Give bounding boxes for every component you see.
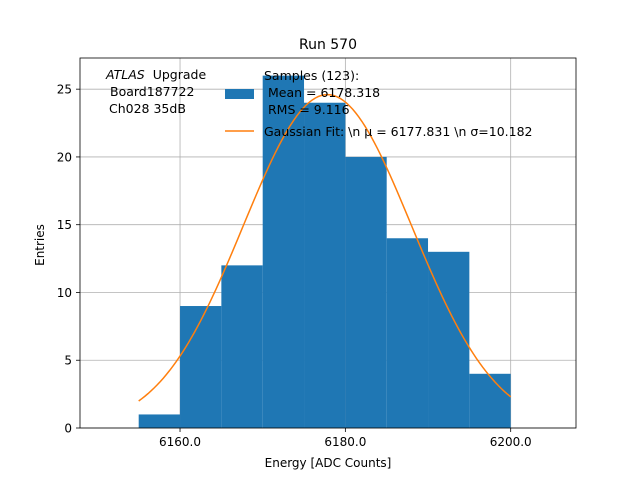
- gaussian-fit-layer: [138, 93, 512, 402]
- legend-hist-swatch: [225, 89, 254, 99]
- legend-hist-line-3: RMS = 9.116: [264, 102, 350, 117]
- x-tick-label: 6160.0: [159, 435, 201, 449]
- gaussian-fit-curve: [138, 93, 512, 402]
- histogram-bar: [469, 373, 511, 428]
- legend-hist-line-1: Samples (123):: [264, 68, 359, 83]
- histogram-bar: [221, 265, 263, 428]
- y-tick-label: 20: [57, 150, 72, 164]
- atlas-upgrade-label: Upgrade: [153, 67, 207, 82]
- legend-hist-line-2: Mean = 6178.318: [264, 85, 380, 100]
- histogram-bar: [304, 102, 346, 428]
- y-tick-label: 25: [57, 83, 72, 97]
- y-tick-label: 0: [64, 422, 72, 436]
- y-tick-label: 5: [64, 354, 72, 368]
- svg-text:ATLAS Upgrade: ATLAS Upgrade: [105, 67, 206, 82]
- legend-fit-label: Gaussian Fit: \n μ = 6177.831 \n σ=10.18…: [264, 124, 533, 139]
- y-tick-label: 10: [57, 286, 72, 300]
- axis-ticks: 6160.0 6180.0 6200.0 0 5 10 15 20 25: [57, 83, 532, 449]
- chart-title: Run 570: [299, 37, 357, 53]
- y-axis-label: Entries: [33, 224, 47, 266]
- histogram-bar: [138, 414, 181, 428]
- board-label: Board187722: [110, 84, 194, 99]
- y-tick-label: 15: [57, 218, 72, 232]
- x-axis-label: Energy [ADC Counts]: [265, 456, 392, 470]
- legend: Samples (123): Mean = 6178.318 RMS = 9.1…: [225, 68, 533, 139]
- histogram-bar: [386, 238, 429, 428]
- axes-frame: [79, 57, 577, 429]
- channel-label: Ch028 35dB: [109, 101, 186, 116]
- histogram-bar: [262, 75, 305, 428]
- x-tick-label: 6180.0: [324, 435, 366, 449]
- atlas-annotation: ATLAS Upgrade Board187722 Ch028 35dB: [105, 67, 206, 116]
- histogram-bar: [180, 306, 222, 428]
- x-tick-label: 6200.0: [490, 435, 532, 449]
- histogram-bar: [345, 156, 387, 428]
- atlas-experiment-label: ATLAS: [105, 67, 145, 82]
